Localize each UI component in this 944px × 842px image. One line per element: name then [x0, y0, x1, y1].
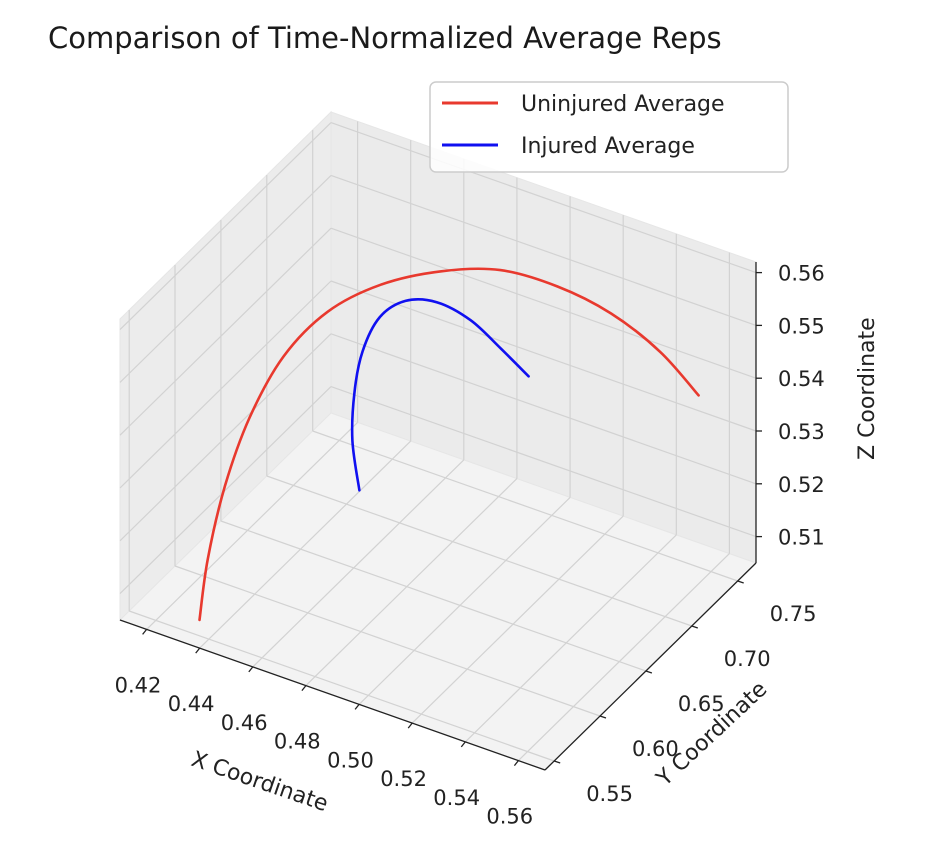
grid-line-z-back	[330, 386, 757, 538]
x-tick-mark	[354, 703, 360, 710]
y-tick-mark	[599, 715, 607, 719]
grid-line-y-floor	[266, 475, 692, 627]
grid-line-z-left	[119, 227, 332, 436]
grid-line-x-floor	[358, 496, 571, 705]
z-tick-label: 0.53	[778, 420, 825, 444]
y-tick-label: 0.65	[678, 692, 725, 716]
grid-line-z-left	[119, 386, 332, 595]
x-tick-mark	[195, 647, 201, 654]
grid-line-z-back	[330, 122, 757, 274]
z-axis-label: Z Coordinate	[855, 317, 880, 460]
x-tick-label: 0.56	[486, 805, 533, 829]
x-tick-label: 0.44	[168, 692, 215, 716]
grid-line-z-back	[330, 174, 757, 326]
legend-label-uninjured: Uninjured Average	[521, 92, 725, 117]
x-tick-label: 0.50	[327, 748, 374, 772]
grid-lines	[119, 121, 757, 762]
y-tick-label: 0.70	[724, 647, 771, 671]
legend-label-injured: Injured Average	[521, 134, 695, 159]
y-tick-label: 0.60	[632, 737, 679, 761]
chart-title: Comparison of Time-Normalized Average Re…	[48, 21, 722, 55]
axis-panes	[119, 110, 757, 771]
legend: Uninjured Average Injured Average	[429, 81, 789, 173]
x-tick-mark	[248, 666, 254, 673]
grid-line-z-back	[330, 227, 757, 379]
z-tick-label: 0.51	[778, 526, 825, 550]
grid-line-x-floor	[146, 421, 359, 630]
y-tick-mark	[645, 670, 653, 674]
grid-line-x-floor	[199, 440, 412, 649]
z-tick-label: 0.55	[778, 314, 825, 338]
x-tick-label: 0.52	[380, 767, 427, 791]
x-tick-mark	[301, 685, 307, 692]
grid-line-y-floor	[129, 610, 555, 762]
grid-line-y-floor	[312, 430, 738, 582]
series-line-uninjured	[198, 267, 700, 622]
x-tick-mark	[407, 722, 413, 729]
x-tick-label: 0.48	[274, 730, 321, 754]
grid-line-z-left	[119, 333, 332, 542]
x-tick-label: 0.46	[221, 711, 268, 735]
x-tick-mark	[513, 760, 519, 767]
x-tick-label: 0.42	[115, 673, 162, 697]
x-axis-line	[119, 619, 546, 771]
axis-lines	[119, 262, 757, 771]
z-tick-label: 0.56	[778, 262, 825, 286]
data-series	[198, 267, 700, 622]
grid-line-x-floor	[464, 534, 677, 743]
grid-line-z-left	[119, 122, 332, 331]
y-axis-line	[544, 562, 757, 771]
x-tick-mark	[460, 741, 466, 748]
grid-line-z-back	[330, 280, 757, 432]
y-tick-mark	[691, 625, 699, 629]
x-tick-mark	[142, 628, 148, 635]
grid-line-x-floor	[411, 515, 624, 724]
grid-line-x-floor	[517, 553, 730, 762]
grid-line-z-left	[119, 174, 332, 383]
grid-line-y-floor	[174, 565, 601, 717]
grid-line-z-left	[119, 280, 332, 489]
grid-line-y-floor	[220, 520, 647, 672]
series-line-injured	[350, 298, 530, 492]
grid-line-x-floor	[305, 478, 518, 687]
y-tick-mark	[737, 580, 744, 584]
z-tick-label: 0.54	[778, 367, 825, 391]
x-axis-label: X Coordinate	[188, 747, 331, 817]
grid-line-z-back	[330, 333, 757, 485]
tick-marks: 0.420.440.460.480.500.520.540.560.550.60…	[115, 262, 825, 829]
legend-frame	[429, 81, 789, 173]
y-tick-label: 0.75	[770, 602, 817, 626]
y-tick-label: 0.55	[586, 782, 633, 806]
z-tick-label: 0.52	[778, 473, 825, 497]
x-tick-label: 0.54	[433, 786, 480, 810]
y-tick-mark	[553, 760, 561, 764]
grid-line-x-floor	[252, 459, 465, 668]
